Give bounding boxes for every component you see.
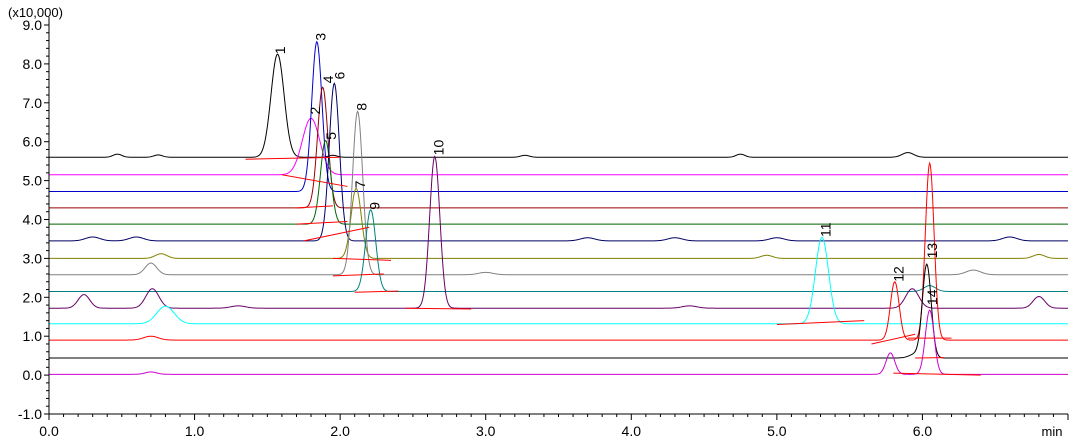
integration-baseline-2 — [281, 174, 348, 187]
plot-area-clip-group — [49, 40, 1068, 376]
x-tick-label: 2.0 — [330, 423, 350, 439]
y-tick-label: 9.0 — [23, 17, 43, 33]
chromatogram-trace-6 — [49, 82, 1068, 242]
y-tick-label: -1.0 — [18, 406, 42, 422]
chromatogram-trace-1 — [49, 53, 1068, 158]
peak-label-1: 1 — [272, 46, 288, 54]
y-tick-label: 6.0 — [23, 134, 43, 150]
chromatogram-trace-11 — [49, 236, 1068, 325]
integration-layer — [245, 156, 981, 376]
peak-label-7: 7 — [352, 180, 368, 188]
peak-label-3: 3 — [313, 33, 329, 41]
peak-label-14: 14 — [924, 289, 940, 305]
y-tick-label: 5.0 — [23, 173, 43, 189]
y-ticks: -1.0 0.0 1.0 2.0 3.0 4.0 5.0 6.0 7.0 8.0 9.0 — [18, 17, 49, 422]
integration-baseline-10 — [776, 320, 865, 326]
y-tick-label: 8.0 — [23, 56, 43, 72]
y-tick-label: 2.0 — [23, 289, 43, 305]
x-tick-label: 1.0 — [185, 423, 205, 439]
axes-layer: -1.00.01.02.03.04.05.06.07.08.09.0 0.0 1.… — [8, 5, 1069, 439]
x-axis-label: min — [1042, 424, 1063, 439]
integration-baseline-9 — [405, 307, 472, 310]
chromatogram-trace-13 — [49, 263, 1068, 359]
integration-baseline-1 — [245, 156, 341, 160]
peak-label-9: 9 — [366, 202, 382, 210]
integration-baseline-4 — [296, 220, 348, 225]
x-tick-label: 5.0 — [767, 423, 787, 439]
peak-label-6: 6 — [332, 71, 348, 79]
x-tick-label: 4.0 — [622, 423, 642, 439]
chromatogram-trace-14 — [49, 309, 1068, 375]
y-tick-label: 0.0 — [23, 367, 43, 383]
chromatogram-trace-10 — [49, 155, 1068, 309]
y-multiplier-label: (x10,000) — [8, 5, 63, 20]
y-tick-label: 4.0 — [23, 212, 43, 228]
peak-label-12: 12 — [891, 266, 907, 282]
x-tick-label: 6.0 — [913, 423, 933, 439]
chromatogram-trace-3 — [49, 40, 1068, 192]
chromatogram-trace-9 — [49, 209, 1068, 292]
x-tick-label: 3.0 — [476, 423, 496, 439]
integration-baseline-14 — [893, 372, 981, 376]
integration-baseline-6 — [332, 257, 392, 261]
x-ticks: 0.0 1.0 2.0 3.0 4.0 5.0 6.0 — [39, 414, 1069, 439]
peak-label-5: 5 — [323, 132, 339, 140]
chromatogram-trace-8 — [49, 110, 1068, 276]
peak-label-8: 8 — [353, 103, 369, 111]
integration-baseline-7 — [332, 273, 384, 277]
integration-baseline-8 — [354, 290, 399, 293]
y-tick-label: 1.0 — [23, 328, 43, 344]
peak-label-10: 10 — [430, 140, 446, 156]
y-tick-label: 7.0 — [23, 95, 43, 111]
peak-label-4: 4 — [320, 75, 336, 83]
y-tick-label: 3.0 — [23, 250, 43, 266]
chromatogram-trace-5 — [49, 139, 1068, 225]
series-layer — [49, 40, 1068, 375]
x-tick-label: 0.0 — [39, 423, 59, 439]
integration-baseline-5 — [303, 226, 370, 242]
integration-baseline-11 — [871, 333, 916, 345]
peak-label-2: 2 — [307, 106, 323, 114]
chromatogram-trace-2 — [49, 117, 1068, 176]
peak-label-11: 11 — [818, 222, 834, 237]
chromatogram-trace-4 — [49, 86, 1068, 209]
chromatogram-trace-12 — [49, 161, 1068, 341]
chromatogram-trace-7 — [49, 187, 1068, 259]
peak-label-13: 13 — [924, 243, 940, 259]
integration-baseline-3 — [296, 205, 333, 209]
